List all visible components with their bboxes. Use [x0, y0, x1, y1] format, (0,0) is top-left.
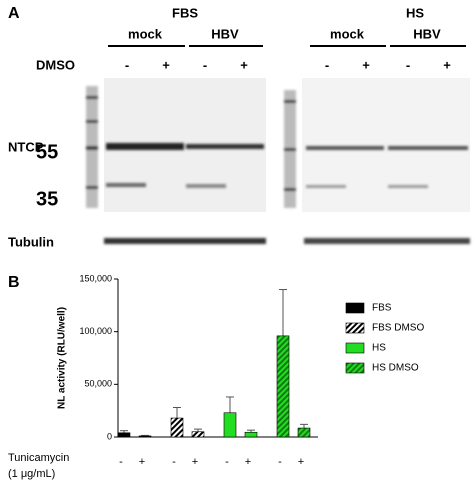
x-tick-label: +	[298, 456, 304, 468]
legend-label: FBS	[372, 303, 392, 314]
loading-label: Tubulin	[8, 234, 54, 249]
legend-swatch	[345, 302, 365, 314]
blot-label: NTCP	[8, 139, 44, 154]
x-axis-label: (1 μg/mL)	[8, 468, 55, 480]
legend-label: FBS DMSO	[372, 323, 424, 334]
x-tick-label: -	[278, 456, 282, 468]
panel-label: B	[8, 274, 20, 291]
panel-label: A	[8, 5, 20, 22]
y-tick-label: 0	[107, 431, 112, 441]
y-tick-label: 50,000	[84, 379, 112, 389]
marker-label: 35	[36, 188, 58, 210]
legend-swatch	[345, 322, 365, 334]
group-label: HS	[406, 5, 424, 20]
legend-label: HS	[372, 343, 386, 354]
subgroup-label: HBV	[413, 26, 441, 41]
legend-label: HS DMSO	[372, 363, 419, 374]
lane-sign: -	[325, 57, 329, 72]
lane-sign: +	[240, 57, 248, 72]
y-tick-label: 150,000	[79, 273, 112, 283]
bar	[117, 432, 131, 438]
bands	[86, 86, 470, 244]
legend-swatch	[345, 362, 365, 374]
lane-sign: +	[162, 57, 170, 72]
membrane	[302, 78, 470, 212]
x-tick-label: -	[172, 456, 176, 468]
bar	[223, 412, 237, 438]
bar	[297, 427, 311, 438]
bar	[170, 417, 184, 438]
x-axis-label: Tunicamycin	[8, 452, 69, 464]
y-axis-label: NL activity (RLU/well)	[57, 307, 68, 409]
x-tick-label: -	[225, 456, 229, 468]
blot-panel: A FBS HS mock HBV mock HBV DMSO NTCP 55 …	[8, 5, 470, 249]
row-label: DMSO	[36, 57, 75, 72]
x-tick-label: +	[192, 456, 198, 468]
bar	[244, 431, 258, 438]
lane-sign: +	[362, 57, 370, 72]
bar	[138, 435, 152, 438]
lane-sign: -	[125, 57, 129, 72]
subgroup-label: mock	[330, 26, 365, 41]
lane-sign: -	[406, 57, 410, 72]
x-tick-label: +	[139, 456, 145, 468]
y-tick-label: 100,000	[79, 326, 112, 336]
x-tick-label: +	[245, 456, 251, 468]
lane-sign: -	[203, 57, 207, 72]
lane-sign: +	[443, 57, 451, 72]
group-label: FBS	[172, 5, 198, 20]
subgroup-label: mock	[128, 26, 163, 41]
bar	[276, 335, 290, 438]
legend-swatch	[345, 342, 365, 354]
x-tick-label: -	[119, 456, 123, 468]
bar	[191, 431, 205, 438]
marker-label: 55	[36, 141, 58, 163]
subgroup-label: HBV	[211, 26, 239, 41]
